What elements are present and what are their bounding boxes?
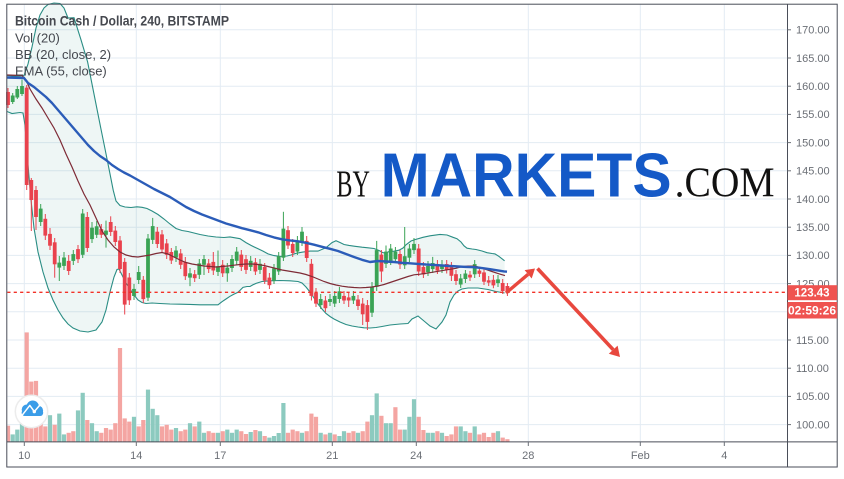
- svg-text:135.00: 135.00: [796, 222, 830, 234]
- svg-text:155.00: 155.00: [796, 109, 830, 121]
- svg-text:MARKETS: MARKETS: [381, 142, 672, 211]
- svg-text:Vol (20): Vol (20): [15, 31, 60, 46]
- svg-text:Bitcoin Cash / Dollar, 240, BI: Bitcoin Cash / Dollar, 240, BITSTAMP: [15, 14, 229, 29]
- svg-text:BB (20, close, 2): BB (20, close, 2): [15, 47, 111, 62]
- svg-text:160.00: 160.00: [796, 81, 830, 93]
- svg-text:123.43: 123.43: [794, 288, 829, 300]
- svg-text:110.00: 110.00: [796, 363, 829, 375]
- svg-text:4: 4: [721, 450, 727, 462]
- svg-text:140.00: 140.00: [796, 194, 830, 206]
- svg-text:170.00: 170.00: [796, 25, 830, 37]
- svg-text:130.00: 130.00: [796, 250, 830, 262]
- svg-text:17: 17: [214, 450, 226, 462]
- svg-text:24: 24: [410, 450, 422, 462]
- svg-text:BY: BY: [336, 164, 370, 206]
- svg-text:02:59:26: 02:59:26: [788, 304, 836, 318]
- svg-text:14: 14: [130, 450, 142, 462]
- svg-text:150.00: 150.00: [796, 137, 830, 149]
- svg-text:.COM: .COM: [675, 161, 775, 207]
- svg-text:165.00: 165.00: [796, 53, 830, 65]
- svg-text:10: 10: [18, 450, 30, 462]
- svg-text:145.00: 145.00: [796, 166, 830, 178]
- svg-text:115.00: 115.00: [796, 335, 829, 347]
- svg-text:105.00: 105.00: [796, 391, 830, 403]
- svg-text:EMA (55, close): EMA (55, close): [15, 64, 107, 79]
- svg-text:100.00: 100.00: [796, 419, 830, 431]
- svg-text:Feb: Feb: [631, 450, 650, 462]
- svg-text:28: 28: [522, 450, 534, 462]
- svg-text:21: 21: [326, 450, 338, 462]
